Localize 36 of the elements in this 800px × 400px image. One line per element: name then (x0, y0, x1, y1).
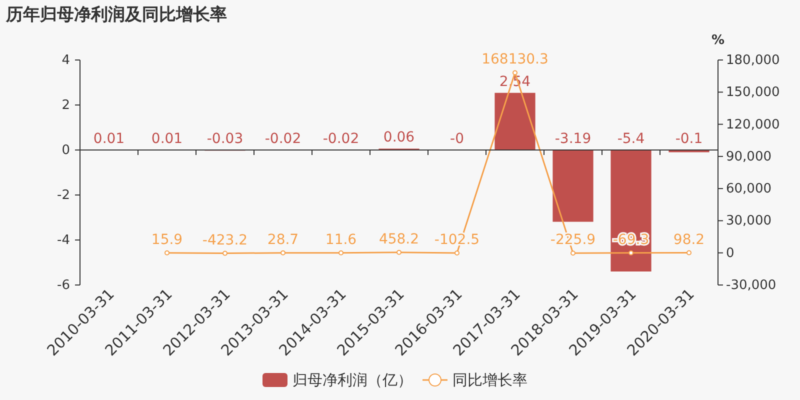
data-label: -0.02 (264, 131, 302, 147)
data-label: 98.2 (673, 232, 705, 248)
y2-tick-label: 60,000 (726, 182, 772, 197)
y2-tick-label: 120,000 (726, 117, 780, 132)
data-label: -423.2 (202, 232, 248, 248)
data-label: 0.06 (383, 130, 415, 146)
data-label: 168130.3 (482, 52, 548, 68)
data-label: 0.01 (93, 130, 125, 147)
legend-label: 同比增长率 (452, 371, 528, 389)
data-label: 458.2 (378, 231, 420, 248)
y-tick-label: 2 (62, 98, 70, 113)
y-tick-label: 4 (62, 53, 70, 68)
y-tick-label: -2 (57, 188, 70, 203)
chart-title: 历年归母净利润及同比增长率 (5, 5, 227, 25)
y-tick-label: -4 (57, 233, 70, 248)
legend-label: 归母净利润（亿） (292, 371, 412, 389)
y2-tick-label: 90,000 (726, 149, 772, 164)
y2-tick-label: 150,000 (726, 85, 780, 100)
data-label: -0.03 (206, 131, 244, 147)
data-label: -69.3 (612, 232, 650, 248)
y2-tick-label: -30,000 (726, 278, 776, 293)
data-label: 28.7 (267, 232, 299, 248)
y2-tick-label: 0 (726, 246, 734, 261)
data-label: -0 (450, 131, 464, 147)
data-label: 11.6 (325, 232, 357, 248)
y2-axis-title: % (711, 33, 725, 48)
data-label: 15.9 (151, 232, 183, 248)
data-label: -0.1 (675, 131, 703, 147)
data-label: 0.01 (151, 130, 183, 147)
y2-tick-label: 30,000 (726, 214, 772, 229)
data-label: -3.19 (554, 131, 592, 147)
y-tick-label: 0 (62, 143, 70, 158)
y2-tick-label: 180,000 (726, 53, 780, 68)
data-label: -5.4 (617, 131, 645, 147)
y-tick-label: -6 (57, 278, 70, 293)
data-label: -0.02 (322, 131, 360, 147)
